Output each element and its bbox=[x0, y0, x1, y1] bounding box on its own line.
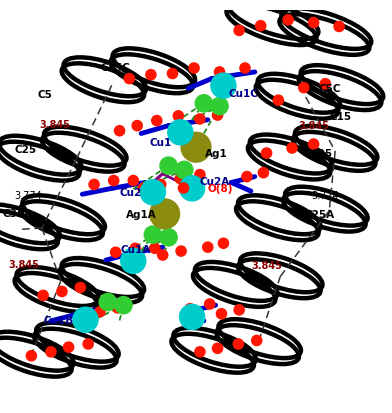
Circle shape bbox=[121, 249, 146, 274]
Circle shape bbox=[83, 339, 93, 349]
Circle shape bbox=[146, 70, 156, 81]
Text: C35: C35 bbox=[310, 149, 332, 159]
Circle shape bbox=[111, 247, 121, 258]
Circle shape bbox=[89, 180, 99, 190]
Circle shape bbox=[211, 74, 236, 99]
Circle shape bbox=[173, 112, 183, 122]
Text: 3.774: 3.774 bbox=[312, 190, 339, 201]
Circle shape bbox=[211, 98, 228, 115]
Circle shape bbox=[287, 144, 297, 154]
Circle shape bbox=[334, 22, 344, 33]
Text: C5C: C5C bbox=[318, 83, 341, 93]
Circle shape bbox=[128, 176, 138, 186]
Text: Cu2: Cu2 bbox=[119, 188, 141, 198]
Circle shape bbox=[156, 180, 166, 190]
Text: C15C: C15C bbox=[101, 63, 131, 73]
Circle shape bbox=[46, 347, 56, 357]
Circle shape bbox=[203, 242, 213, 253]
Circle shape bbox=[124, 74, 134, 85]
Circle shape bbox=[167, 69, 178, 79]
Text: Ag1: Ag1 bbox=[205, 149, 228, 159]
Circle shape bbox=[64, 342, 74, 352]
Text: C5: C5 bbox=[38, 90, 53, 100]
Circle shape bbox=[273, 96, 283, 106]
Circle shape bbox=[38, 291, 48, 301]
Circle shape bbox=[152, 116, 162, 126]
Circle shape bbox=[195, 114, 205, 125]
Circle shape bbox=[150, 244, 160, 254]
Circle shape bbox=[150, 199, 180, 229]
Circle shape bbox=[26, 351, 36, 361]
Text: O(8): O(8) bbox=[208, 183, 233, 194]
Circle shape bbox=[195, 95, 212, 113]
Text: 3.845: 3.845 bbox=[298, 121, 329, 131]
Circle shape bbox=[73, 307, 98, 332]
Circle shape bbox=[178, 183, 189, 194]
Circle shape bbox=[115, 297, 132, 314]
Circle shape bbox=[176, 247, 186, 256]
Circle shape bbox=[309, 140, 319, 150]
Circle shape bbox=[283, 16, 293, 26]
Circle shape bbox=[185, 304, 195, 314]
Circle shape bbox=[160, 158, 177, 175]
Circle shape bbox=[180, 305, 205, 330]
Text: 3.774: 3.774 bbox=[15, 190, 42, 201]
Circle shape bbox=[175, 174, 185, 184]
Circle shape bbox=[234, 305, 244, 315]
Circle shape bbox=[109, 176, 119, 186]
Text: Cu1: Cu1 bbox=[150, 138, 172, 148]
Circle shape bbox=[168, 121, 193, 145]
Circle shape bbox=[320, 79, 330, 90]
Circle shape bbox=[160, 229, 177, 247]
Circle shape bbox=[181, 133, 211, 163]
Text: 3.845: 3.845 bbox=[8, 259, 39, 269]
Circle shape bbox=[240, 64, 250, 74]
Circle shape bbox=[205, 299, 215, 309]
Circle shape bbox=[195, 170, 205, 180]
Text: C25: C25 bbox=[15, 145, 36, 155]
Circle shape bbox=[176, 162, 193, 179]
Text: Ag1A: Ag1A bbox=[126, 209, 156, 219]
Text: Cu1A: Cu1A bbox=[120, 244, 151, 254]
Circle shape bbox=[114, 126, 125, 137]
Circle shape bbox=[158, 250, 168, 261]
Circle shape bbox=[195, 347, 205, 357]
Text: C35A: C35A bbox=[3, 208, 33, 218]
Circle shape bbox=[261, 149, 272, 159]
Circle shape bbox=[214, 68, 225, 78]
Circle shape bbox=[212, 111, 223, 121]
Circle shape bbox=[212, 343, 223, 354]
Circle shape bbox=[233, 339, 243, 349]
Text: Cu1C: Cu1C bbox=[228, 89, 258, 99]
Circle shape bbox=[113, 303, 123, 313]
Text: 3.845: 3.845 bbox=[251, 260, 282, 270]
Circle shape bbox=[95, 307, 105, 317]
Circle shape bbox=[99, 294, 116, 311]
Circle shape bbox=[180, 176, 205, 202]
Circle shape bbox=[309, 19, 319, 28]
Circle shape bbox=[140, 180, 165, 205]
Circle shape bbox=[216, 309, 227, 319]
Circle shape bbox=[234, 26, 244, 36]
Circle shape bbox=[57, 287, 67, 297]
Circle shape bbox=[299, 83, 309, 93]
Circle shape bbox=[258, 168, 269, 178]
Circle shape bbox=[75, 283, 85, 293]
Circle shape bbox=[138, 184, 148, 194]
Circle shape bbox=[218, 239, 229, 249]
Circle shape bbox=[189, 64, 199, 74]
Circle shape bbox=[130, 244, 140, 254]
Text: C25A: C25A bbox=[305, 209, 334, 219]
Text: Cu2A: Cu2A bbox=[200, 176, 230, 186]
Text: C15: C15 bbox=[330, 112, 352, 121]
Circle shape bbox=[252, 335, 262, 346]
Text: Cu1B: Cu1B bbox=[44, 315, 74, 325]
Circle shape bbox=[242, 172, 252, 182]
Circle shape bbox=[132, 121, 142, 131]
Text: 3.845: 3.845 bbox=[40, 120, 70, 130]
Circle shape bbox=[144, 226, 162, 244]
Circle shape bbox=[256, 21, 266, 32]
